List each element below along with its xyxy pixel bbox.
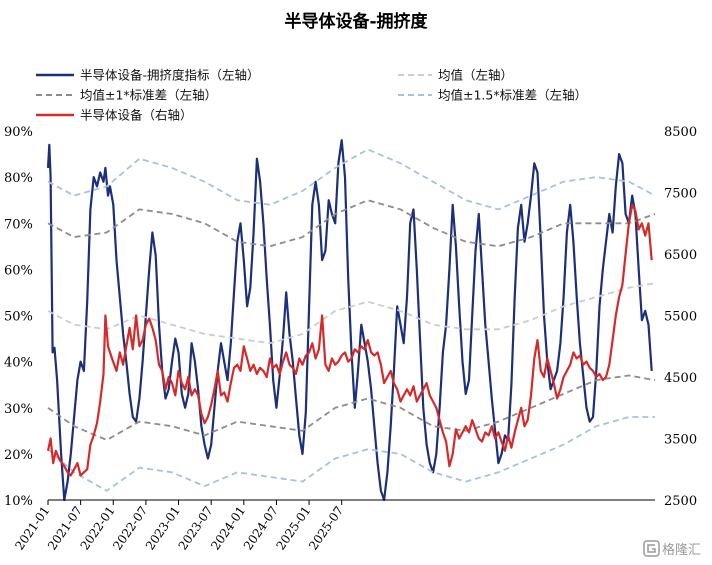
y-left-tick-label: 30% <box>4 402 33 417</box>
legend-item: 均值±1.5*标准差（左轴） <box>398 88 587 103</box>
plot-area <box>46 139 656 502</box>
y-right-tick-label: 7500 <box>664 187 697 202</box>
y-left-tick-label: 10% <box>4 494 33 509</box>
series-line <box>47 282 656 345</box>
chart-title: 半导体设备-拥挤度 <box>284 11 428 32</box>
y-right-tick-label: 3500 <box>664 433 697 448</box>
watermark-logo-icon <box>643 540 660 557</box>
watermark-logo-glyph <box>647 544 656 553</box>
y-left-tick-label: 80% <box>4 171 33 186</box>
y-left-tick-label: 40% <box>4 356 33 371</box>
y-left-tick-label: 20% <box>4 448 33 463</box>
legend-label: 半导体设备-拥挤度指标（左轴） <box>80 68 260 83</box>
y-right-tick-label: 8500 <box>664 125 697 140</box>
legend-item: 半导体设备-拥挤度指标（左轴） <box>36 68 260 83</box>
series-line <box>47 199 656 248</box>
series-line <box>46 203 653 477</box>
legend-label: 均值（左轴） <box>438 68 513 83</box>
series-line <box>47 416 655 492</box>
legend-label: 半导体设备（右轴） <box>80 108 193 123</box>
legend-label: 均值±1.5*标准差（左轴） <box>438 88 587 103</box>
legend-item: 半导体设备（右轴） <box>36 108 193 123</box>
legend-label: 均值±1*标准差（左轴） <box>80 88 217 103</box>
y-right-tick-label: 2500 <box>664 494 697 509</box>
y-right-tick-label: 5500 <box>664 310 697 325</box>
legend-item: 均值（左轴） <box>398 68 513 83</box>
y-right-tick-label: 4500 <box>664 371 697 386</box>
chart-legend: 半导体设备-拥挤度指标（左轴） 均值（左轴） 均值±1*标准差（左轴） 均值±1.5*… <box>36 68 587 123</box>
legend-item: 均值±1*标准差（左轴） <box>36 88 217 103</box>
watermark-logo-box <box>643 540 660 557</box>
y-left-tick-label: 70% <box>4 217 33 232</box>
y-right-tick-label: 6500 <box>664 248 697 263</box>
series-line <box>47 148 656 211</box>
watermark-text: 格隆汇 <box>662 542 701 558</box>
y-left-tick-label: 90% <box>4 125 33 140</box>
series-line <box>46 139 653 502</box>
y-left-tick-label: 50% <box>4 310 33 325</box>
y-left-tick-label: 60% <box>4 263 33 278</box>
